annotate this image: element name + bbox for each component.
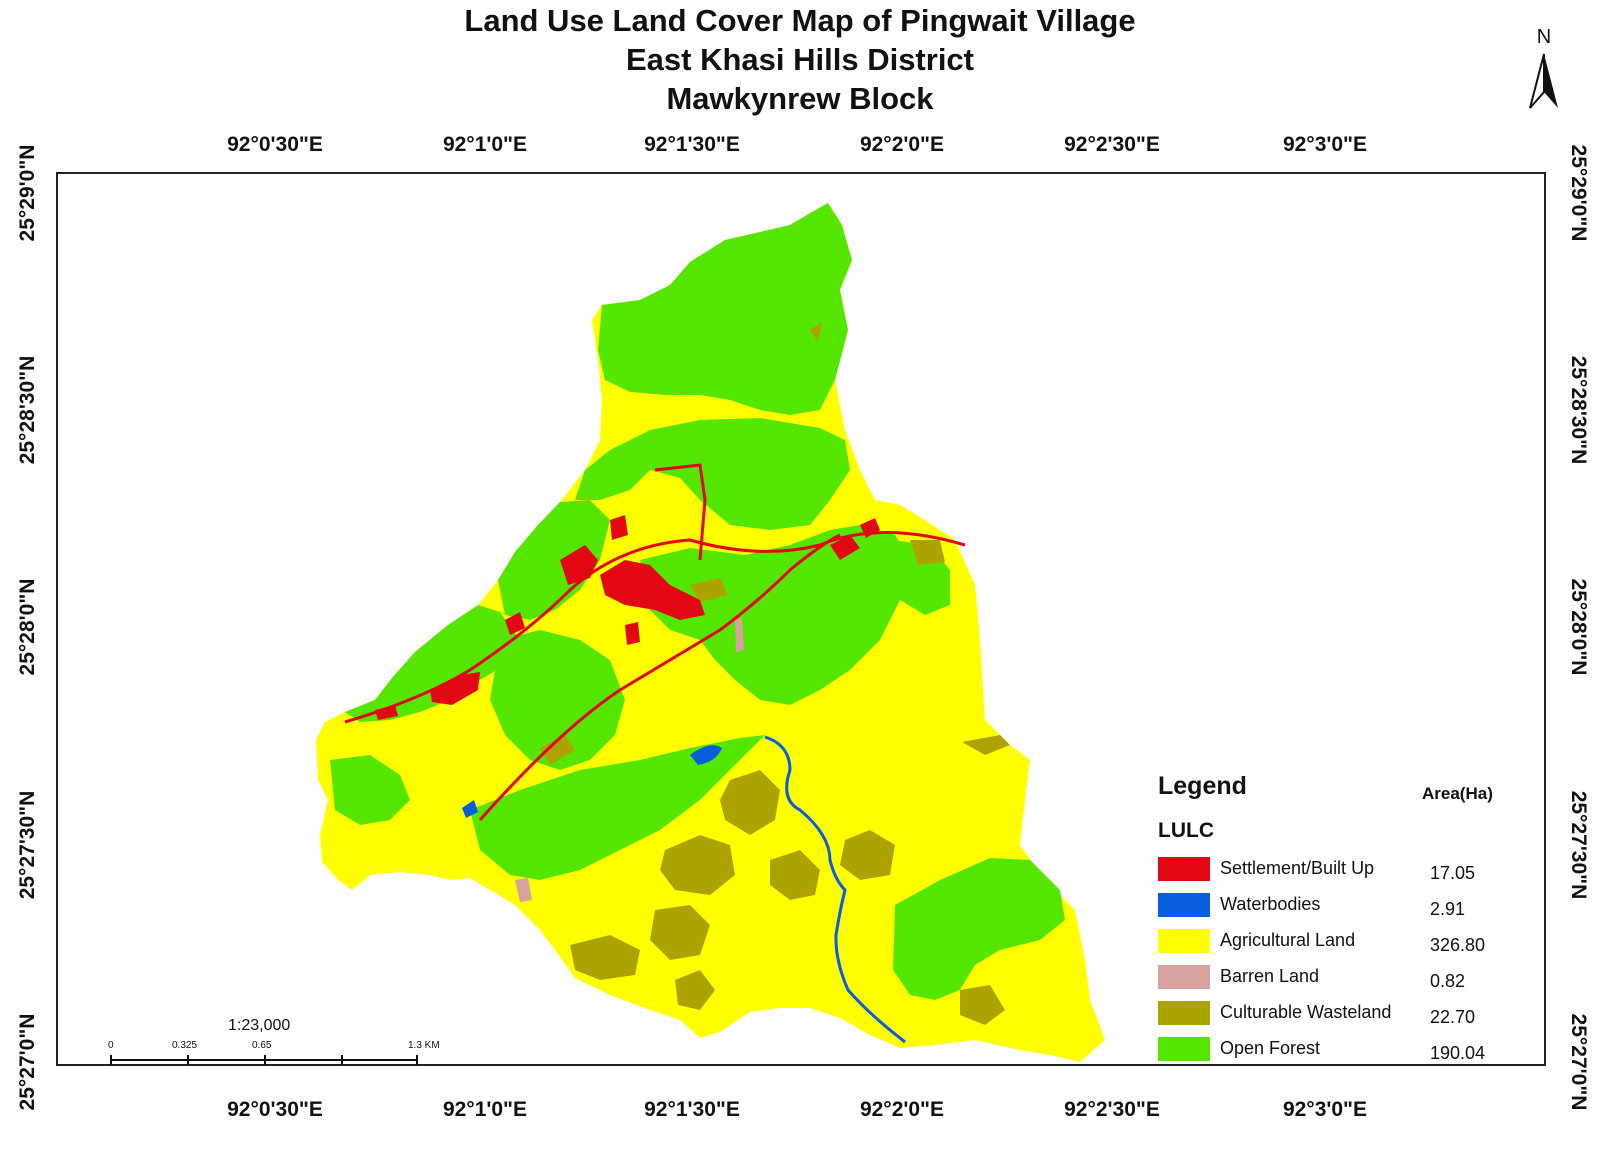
legend-swatch-waterbodies xyxy=(1158,893,1210,917)
settlement-areas xyxy=(375,515,880,720)
legend-item-label: Settlement/Built Up xyxy=(1220,858,1375,878)
legend-item-label: Waterbodies xyxy=(1220,894,1321,914)
lon-tick-bottom: 92°1'0"E xyxy=(442,1098,528,1121)
legend-swatch-open-forest xyxy=(1158,1037,1210,1061)
lat-tick-left: 25°27'30"N xyxy=(16,790,39,900)
legend-area-header: Area(Ha) xyxy=(1422,784,1493,803)
lon-tick-top: 92°1'30"E xyxy=(644,133,740,156)
legend-swatch-settlement xyxy=(1158,857,1210,881)
lon-tick-top: 92°2'0"E xyxy=(859,133,945,156)
map-frame xyxy=(56,172,1546,1066)
scale-bar xyxy=(110,1055,418,1065)
north-label: N xyxy=(1536,26,1552,48)
lat-tick-right: 25°28'0"N xyxy=(1567,578,1590,676)
map-title-line-1: Land Use Land Cover Map of Pingwait Vill… xyxy=(464,3,1136,38)
barren-land-areas xyxy=(515,618,744,902)
north-arrow: N xyxy=(1522,26,1566,112)
legend-item-label: Open Forest xyxy=(1220,1038,1321,1058)
map-title-line-3: Mawkynrew Block xyxy=(666,81,934,116)
legend-item: Agricultural Land 326.80 xyxy=(1158,929,1518,955)
legend-item: Open Forest 190.04 xyxy=(1158,1037,1518,1063)
lon-tick-bottom: 92°1'30"E xyxy=(644,1098,740,1121)
scale-label: 0 xyxy=(108,1040,114,1051)
lon-tick-top: 92°0'30"E xyxy=(227,133,323,156)
legend-item-label: Culturable Wasteland xyxy=(1220,1002,1392,1022)
lon-tick-top: 92°3'0"E xyxy=(1282,133,1368,156)
lon-tick-top: 92°1'0"E xyxy=(442,133,528,156)
scale-label: 0.65 xyxy=(252,1040,272,1051)
legend-item-area: 2.91 xyxy=(1430,899,1466,919)
legend-swatch-agricultural xyxy=(1158,929,1210,953)
legend-item: Waterbodies 2.91 xyxy=(1158,893,1518,919)
lat-tick-right: 25°28'30"N xyxy=(1567,355,1590,465)
legend-item: Culturable Wasteland 22.70 xyxy=(1158,1001,1518,1027)
legend-item-label: Agricultural Land xyxy=(1220,930,1356,950)
legend-swatch-barren xyxy=(1158,965,1210,989)
lat-tick-left: 25°27'0"N xyxy=(16,1013,39,1111)
legend-subtitle: LULC xyxy=(1158,819,1214,842)
lon-tick-bottom: 92°2'0"E xyxy=(859,1098,945,1121)
scale-label: 1.3 KM xyxy=(408,1040,440,1051)
legend-item-area: 326.80 xyxy=(1430,935,1486,955)
lon-tick-bottom: 92°3'0"E xyxy=(1282,1098,1368,1121)
scale-label: 0.325 xyxy=(172,1040,198,1051)
lat-tick-left: 25°29'0"N xyxy=(16,144,39,242)
lon-tick-bottom: 92°2'30"E xyxy=(1064,1098,1160,1121)
legend-swatch-wasteland xyxy=(1158,1001,1210,1025)
north-arrow-icon xyxy=(1529,53,1558,109)
culturable-wasteland-areas xyxy=(540,322,1010,1025)
legend-item: Barren Land 0.82 xyxy=(1158,965,1518,991)
lat-tick-right: 25°29'0"N xyxy=(1567,144,1590,242)
lon-tick-top: 92°2'30"E xyxy=(1064,133,1160,156)
map-title-line-2: East Khasi Hills District xyxy=(625,42,974,77)
lat-tick-left: 25°28'30"N xyxy=(16,355,39,465)
legend-item-area: 22.70 xyxy=(1430,1007,1476,1027)
legend-item-area: 0.82 xyxy=(1430,971,1466,991)
lat-tick-right: 25°27'30"N xyxy=(1567,790,1590,900)
scale-ratio: 1:23,000 xyxy=(228,1017,291,1034)
legend-item: Settlement/Built Up 17.05 xyxy=(1158,857,1518,883)
road-network xyxy=(344,463,966,821)
lat-tick-right: 25°27'0"N xyxy=(1567,1013,1590,1111)
legend-item-area: 190.04 xyxy=(1430,1043,1486,1063)
waterbodies xyxy=(462,735,906,1044)
lon-tick-bottom: 92°0'30"E xyxy=(227,1098,323,1121)
legend-title: Legend xyxy=(1158,772,1247,800)
open-forest-areas xyxy=(330,203,1065,1000)
legend-item-label: Barren Land xyxy=(1220,966,1320,986)
lat-tick-left: 25°28'0"N xyxy=(16,578,39,676)
legend-item-area: 17.05 xyxy=(1430,863,1476,883)
